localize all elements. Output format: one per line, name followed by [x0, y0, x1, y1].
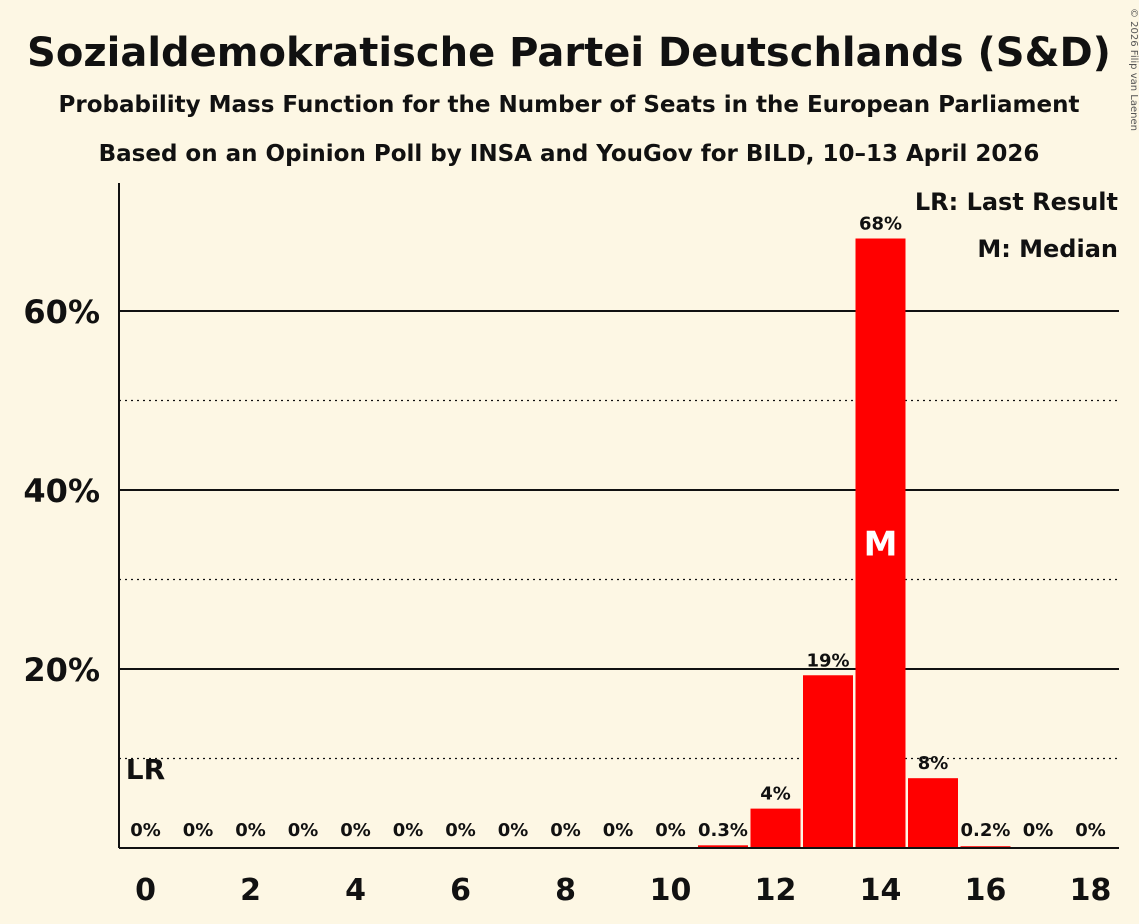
x-tick-label: 16 [965, 873, 1007, 908]
data-label-4: 0% [340, 820, 371, 841]
x-tick-label: 8 [555, 873, 576, 908]
data-label-5: 0% [393, 820, 424, 841]
data-label-12: 4% [760, 784, 791, 805]
bars [698, 238, 1011, 848]
x-tick-label: 2 [240, 873, 261, 908]
x-tick-label: 4 [345, 873, 366, 908]
chart-subtitle: Probability Mass Function for the Number… [59, 92, 1080, 118]
axes: 20% 40% 60% 0 2 4 6 8 10 12 14 16 18 [23, 183, 1119, 908]
data-labels: 0% 0% 0% 0% 0% 0% 0% 0% 0% 0% 0% 0.3% 4% 19% 68% 8% 0.2%… [130, 214, 1106, 841]
data-label-16: 0.2% [961, 820, 1011, 841]
bar-15 [908, 778, 958, 848]
bar-12 [750, 808, 801, 848]
bar-11 [698, 845, 748, 848]
bar-13 [803, 675, 853, 848]
x-tick-label: 10 [650, 873, 692, 908]
y-tick-label: 20% [23, 651, 100, 689]
y-tick-label: 60% [23, 293, 100, 331]
data-label-18: 0% [1075, 820, 1106, 841]
legend-last-result: LR: Last Result [915, 188, 1118, 216]
data-label-17: 0% [1023, 820, 1054, 841]
data-label-6: 0% [445, 820, 476, 841]
copyright-notice: © 2026 Filip van Laenen [1128, 8, 1139, 131]
x-tick-label: 0 [135, 873, 156, 908]
data-label-2: 0% [235, 820, 266, 841]
data-label-3: 0% [288, 820, 319, 841]
data-label-13: 19% [806, 650, 849, 671]
gridlines [119, 310, 1119, 760]
data-label-15: 8% [918, 753, 949, 774]
x-tick-label: 6 [450, 873, 471, 908]
data-label-0: 0% [130, 820, 161, 841]
data-label-9: 0% [603, 820, 634, 841]
last-result-marker: LR [126, 753, 165, 786]
x-tick-label: 18 [1070, 873, 1112, 908]
chart-title: Sozialdemokratische Partei Deutschlands … [27, 30, 1111, 76]
x-tick-label: 14 [860, 873, 902, 908]
y-tick-label: 40% [23, 472, 100, 510]
data-label-14: 68% [859, 214, 902, 235]
legend-median: M: Median [977, 235, 1118, 263]
data-label-7: 0% [498, 820, 529, 841]
data-label-1: 0% [183, 820, 214, 841]
data-label-8: 0% [550, 820, 581, 841]
markers: LR M [126, 524, 898, 786]
data-label-10: 0% [655, 820, 686, 841]
x-tick-label: 12 [755, 873, 797, 908]
chart-source: Based on an Opinion Poll by INSA and You… [99, 141, 1040, 167]
bar-14 [855, 238, 906, 848]
median-marker: M [864, 524, 898, 564]
data-label-11: 0.3% [698, 820, 748, 841]
